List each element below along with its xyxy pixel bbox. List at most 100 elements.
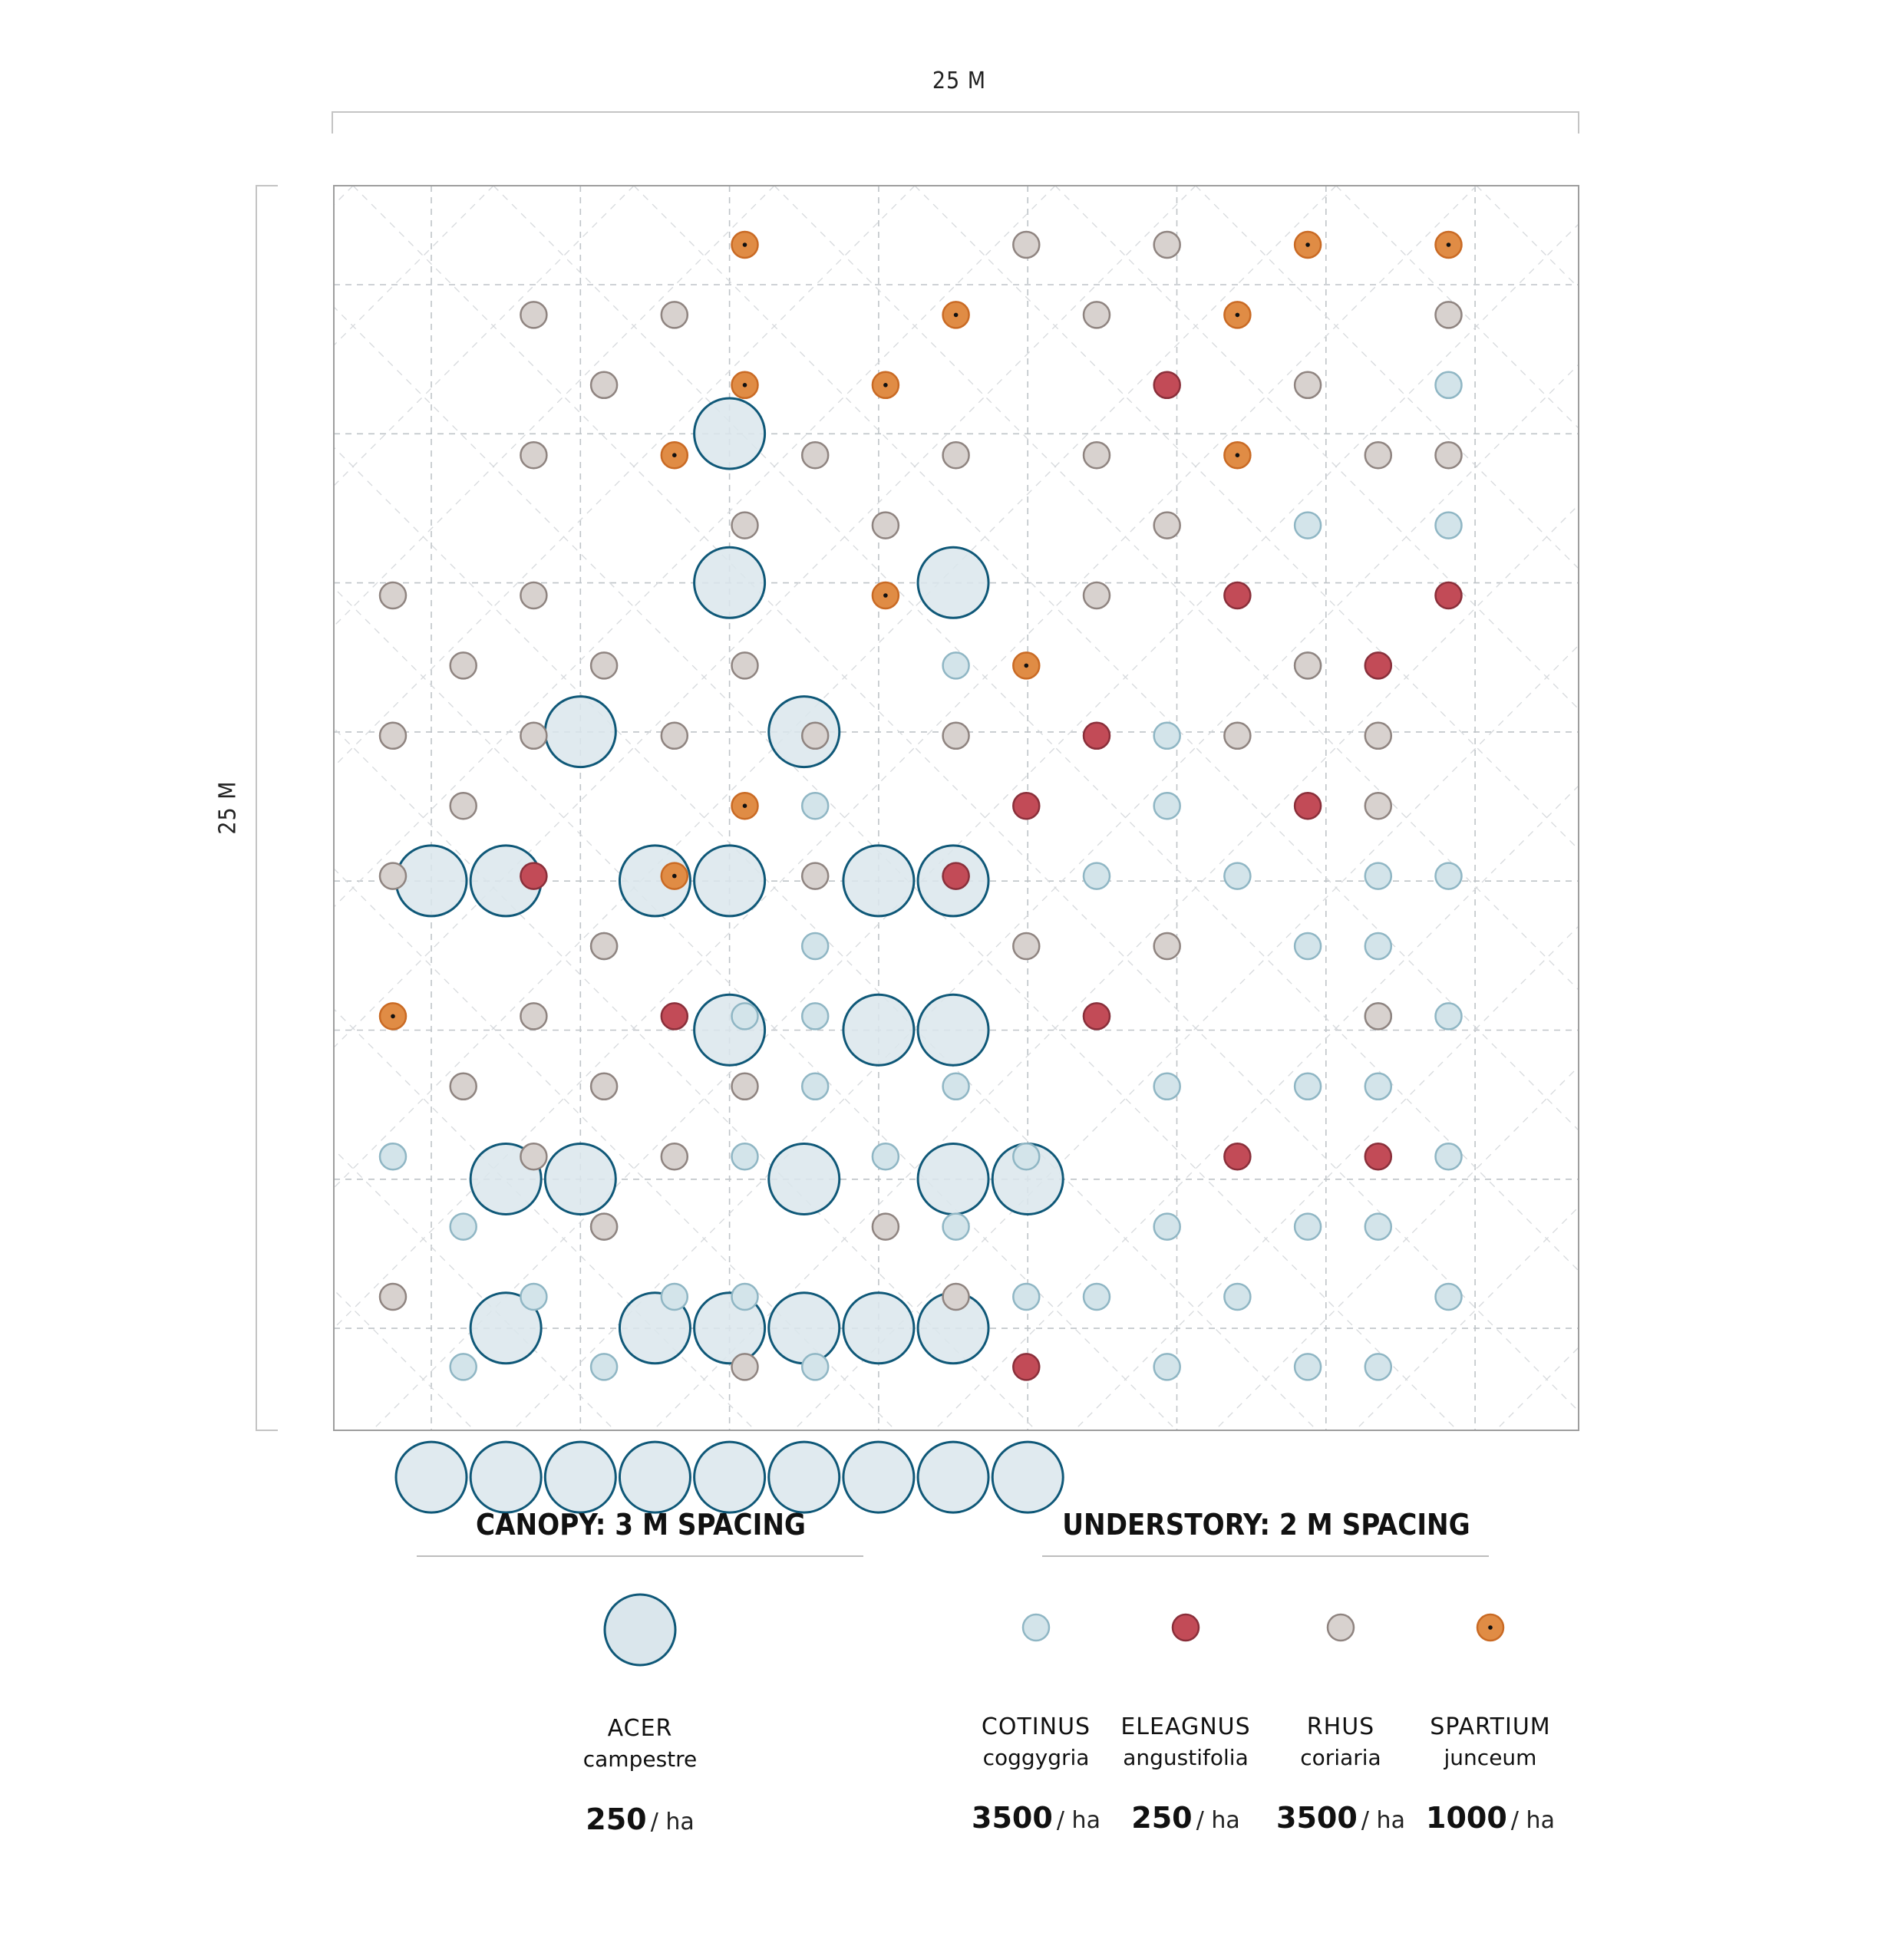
- cotinus-plant: [1434, 371, 1463, 400]
- grid-line-diagonal: [1898, 186, 1904, 1430]
- spartium-plant-dot: [1235, 312, 1240, 318]
- legend-species-eleagnus: ELEAGNUS angustifolia 250 / ha: [1086, 1713, 1285, 1835]
- grid-line-diagonal: [793, 645, 1579, 1430]
- rhus-plant: [520, 1142, 548, 1171]
- acer-tree: [394, 1440, 468, 1514]
- spartium-plant-dot: [953, 312, 959, 318]
- grid-line-diagonal: [334, 186, 775, 627]
- density-value: 3500: [1276, 1801, 1358, 1835]
- rhus-plant: [1223, 721, 1252, 750]
- cotinus-plant: [1153, 1353, 1181, 1381]
- rhus-plant: [1153, 511, 1181, 539]
- eleagnus-plant: [1434, 581, 1463, 610]
- height-dimension-line: [256, 185, 278, 1431]
- species-genus: COTINUS: [981, 1713, 1091, 1740]
- grid-line-diagonal: [334, 186, 1196, 1048]
- rhus-plant: [1434, 440, 1463, 470]
- density-value: 3500: [972, 1801, 1053, 1835]
- legend-species-acer: ACER campestre 250 / ha: [540, 1715, 740, 1836]
- cotinus-plant: [660, 1282, 689, 1311]
- grid-line-diagonal: [652, 504, 1579, 1430]
- rhus-plant: [520, 301, 548, 329]
- grid-line-diagonal: [0, 186, 334, 1430]
- rhus-plant: [378, 862, 408, 890]
- rhus-plant: [1364, 440, 1393, 470]
- eleagnus-plant: [1012, 791, 1041, 820]
- legend-species-spartium: SPARTIUM junceum 1000 / ha: [1391, 1713, 1590, 1835]
- grid-line-diagonal: [774, 186, 1579, 991]
- cotinus-plant: [800, 1002, 830, 1031]
- cotinus-plant: [800, 932, 830, 961]
- legend-symbol-cotinus: [1021, 1613, 1051, 1642]
- rhus-plant: [660, 301, 689, 329]
- legend-symbols: [603, 1593, 1505, 1667]
- diagonal-lattice: [0, 186, 1904, 1430]
- species-density: 250 / ha: [1086, 1801, 1285, 1835]
- understory-legend-title: UNDERSTORY: 2 M SPACING: [1062, 1508, 1470, 1542]
- rhus-plant: [731, 1072, 759, 1101]
- rhus-plant: [731, 511, 759, 539]
- rhus-plant: [378, 581, 408, 610]
- species-epithet: angustifolia: [1123, 1745, 1249, 1770]
- grid-line-diagonal: [371, 223, 1579, 1430]
- spartium-plant-dot: [391, 1014, 395, 1019]
- acer-tree: [693, 397, 767, 470]
- canopy-legend-title: CANOPY: 3 M SPACING: [476, 1508, 806, 1542]
- acer-tree: [394, 844, 468, 918]
- grid-line-diagonal: [1617, 186, 1904, 1430]
- spartium-plant-dot: [672, 873, 677, 879]
- acer-tree: [469, 1291, 543, 1365]
- rhus-plant: [1434, 301, 1463, 329]
- species-epithet: campestre: [582, 1746, 698, 1772]
- rhus-plant: [871, 1212, 900, 1241]
- rhus-plant: [589, 932, 619, 961]
- grid-line-diagonal: [914, 186, 1579, 850]
- cotinus-plant: [731, 1142, 759, 1171]
- understory-title-rule: [1042, 1555, 1489, 1557]
- species-epithet: junceum: [1444, 1745, 1537, 1770]
- acer-tree: [767, 1291, 841, 1365]
- density-unit: / ha: [650, 1809, 695, 1835]
- rhus-plant: [1012, 932, 1041, 961]
- rhus-plant: [1293, 371, 1322, 400]
- density-unit: / ha: [1056, 1807, 1100, 1834]
- rhus-plant: [871, 511, 900, 539]
- eleagnus-plant: [520, 862, 548, 890]
- rhus-plant: [660, 721, 689, 750]
- cotinus-plant: [1434, 862, 1463, 890]
- cotinus-plant: [1293, 932, 1322, 961]
- cotinus-plant: [1223, 862, 1252, 890]
- grid-line-diagonal: [1054, 186, 1579, 710]
- eleagnus-plant: [660, 1002, 689, 1031]
- cotinus-plant: [449, 1212, 477, 1241]
- species-genus: SPARTIUM: [1430, 1713, 1551, 1740]
- rhus-plant: [1364, 791, 1393, 820]
- grid-line-diagonal: [0, 186, 213, 1430]
- grid-line-diagonal: [334, 868, 896, 1430]
- density-value: 250: [1131, 1801, 1193, 1835]
- rhus-plant: [1364, 721, 1393, 750]
- rhus-plant: [1293, 651, 1322, 680]
- eleagnus-plant: [1364, 1142, 1393, 1171]
- cotinus-plant: [449, 1353, 477, 1381]
- legend-species-cotinus: COTINUS coggygria 3500 / ha: [936, 1713, 1136, 1835]
- grid-line-diagonal: [1757, 186, 1904, 1430]
- rhus-plant: [1153, 230, 1181, 259]
- rhus-plant: [1364, 1002, 1393, 1031]
- rhus-plant: [449, 651, 477, 680]
- acer-tree: [842, 1291, 916, 1365]
- understory-layer: [378, 230, 1463, 1381]
- acer-tree: [618, 1440, 691, 1514]
- cotinus-plant: [1153, 791, 1181, 820]
- cotinus-plant: [800, 1353, 830, 1381]
- cotinus-plant: [942, 1212, 970, 1241]
- rhus-plant: [1082, 581, 1111, 610]
- eleagnus-plant: [1082, 721, 1111, 750]
- cotinus-plant: [1364, 862, 1393, 890]
- cotinus-plant: [942, 1072, 970, 1101]
- grid-line-diagonal: [334, 186, 1056, 908]
- cotinus-plant: [520, 1282, 548, 1311]
- cotinus-plant: [1223, 1282, 1252, 1311]
- cotinus-plant: [1293, 511, 1322, 539]
